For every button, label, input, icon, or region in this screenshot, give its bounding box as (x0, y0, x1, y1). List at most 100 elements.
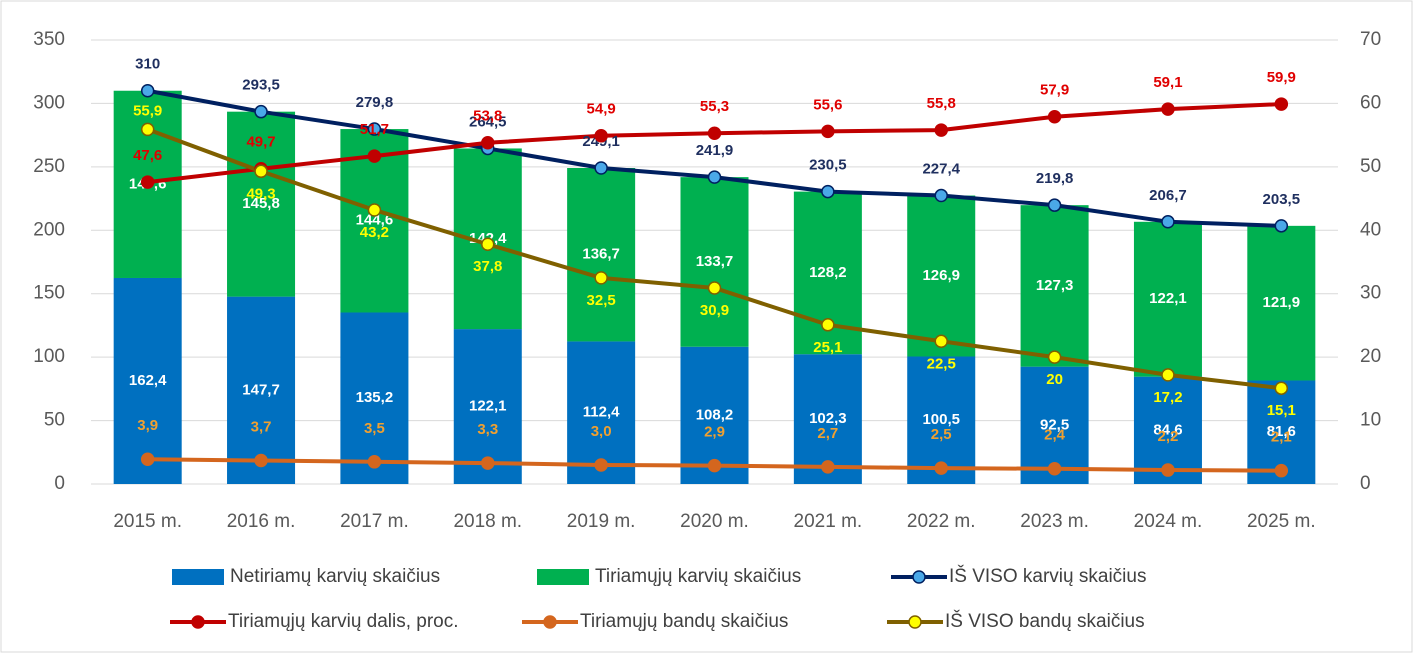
data-label: 227,4 (922, 160, 960, 177)
marker (934, 461, 948, 475)
data-label: 3,3 (477, 421, 498, 438)
y2-tick-label: 40 (1360, 219, 1381, 240)
bar-segment (1020, 205, 1089, 367)
y-tick-label: 150 (33, 283, 65, 304)
data-label: 20 (1046, 371, 1063, 388)
y2-tick-label: 0 (1360, 473, 1371, 494)
legend-swatch (172, 569, 224, 585)
marker (1161, 215, 1175, 229)
x-tick-label: 2020 m. (680, 511, 749, 532)
data-label: 22,5 (927, 355, 956, 372)
x-tick-label: 2019 m. (567, 511, 636, 532)
data-label: 136,7 (582, 246, 620, 263)
marker (1047, 198, 1062, 212)
x-tick-label: 2025 m. (1247, 511, 1316, 532)
marker (481, 456, 495, 470)
data-label: 126,9 (922, 267, 960, 284)
data-label: 43,2 (360, 224, 389, 241)
marker (707, 281, 722, 295)
x-tick-label: 2021 m. (794, 511, 863, 532)
y-tick-label: 200 (33, 219, 65, 240)
data-label: 57,9 (1040, 82, 1069, 99)
y-tick-label: 0 (54, 473, 65, 494)
bar-segment (567, 167, 636, 342)
data-label: 3,5 (364, 420, 385, 437)
bar-segment (227, 296, 296, 484)
data-label: 2,7 (817, 425, 838, 442)
marker (1274, 463, 1289, 478)
marker (1161, 368, 1175, 382)
data-label: 310 (135, 56, 160, 73)
y2-tick-label: 70 (1360, 29, 1381, 50)
data-label: 127,3 (1036, 277, 1074, 294)
marker (707, 458, 722, 473)
data-label: 59,9 (1267, 69, 1296, 86)
marker (481, 136, 495, 150)
data-label: 3,7 (251, 419, 272, 436)
marker (821, 184, 835, 199)
marker (594, 458, 608, 472)
data-label: 2,5 (931, 426, 952, 443)
y2-tick-label: 60 (1360, 92, 1381, 113)
marker (367, 455, 382, 469)
marker (140, 452, 155, 467)
marker (1161, 463, 1175, 477)
legend-swatch (537, 569, 589, 585)
marker (821, 460, 835, 474)
data-label: 112,4 (583, 404, 620, 421)
marker (254, 104, 268, 119)
data-label: 53,8 (473, 108, 502, 125)
data-label: 264,5 (469, 113, 507, 130)
marker (254, 453, 268, 468)
x-tick-label: 2015 m. (113, 511, 182, 532)
data-label: 81,6 (1267, 423, 1296, 440)
data-label: 15,1 (1267, 402, 1296, 419)
x-tick-label: 2016 m. (227, 511, 296, 532)
bar-segment (907, 195, 976, 357)
marker (140, 175, 155, 189)
data-label: 55,3 (700, 98, 729, 115)
y-tick-label: 300 (33, 92, 65, 113)
legend-marker (912, 570, 926, 584)
data-label: 206,7 (1149, 187, 1187, 204)
data-label: 32,5 (587, 292, 616, 309)
data-label: 145,8 (242, 195, 280, 212)
bar-segment (227, 111, 296, 297)
marker (594, 129, 608, 143)
y-tick-label: 350 (33, 29, 65, 50)
marker (254, 164, 268, 179)
y-tick-label: 50 (44, 410, 65, 431)
data-label: 203,5 (1263, 191, 1301, 208)
data-label: 49,7 (246, 134, 275, 151)
y2-tick-label: 20 (1360, 346, 1381, 367)
data-label: 279,8 (356, 94, 394, 111)
data-label: 49,3 (246, 185, 275, 202)
data-label: 2,2 (1158, 428, 1179, 445)
data-label: 54,9 (587, 101, 616, 118)
marker (594, 271, 608, 285)
legend-marker (191, 615, 205, 629)
data-label: 55,6 (813, 96, 842, 113)
x-tick-label: 2024 m. (1134, 511, 1203, 532)
data-label: 102,3 (809, 410, 847, 427)
data-label: 2,1 (1271, 429, 1292, 446)
bar-segment (1247, 225, 1316, 381)
data-label: 241,9 (696, 142, 734, 159)
data-label: 135,2 (356, 389, 394, 406)
bar-segment (1133, 221, 1202, 377)
data-label: 84,6 (1153, 421, 1182, 438)
marker (934, 188, 948, 203)
legend-label: Tiriamųjų karvių dalis, proc. (228, 611, 459, 632)
marker (1047, 109, 1062, 124)
data-label: 17,2 (1153, 389, 1182, 406)
data-label: 122,1 (1149, 290, 1187, 307)
data-label: 92,5 (1040, 416, 1069, 433)
y2-tick-label: 10 (1360, 410, 1381, 431)
marker (140, 83, 155, 98)
bar-segment (113, 277, 182, 484)
data-label: 293,5 (242, 77, 280, 94)
marker (140, 122, 155, 137)
x-tick-label: 2017 m. (340, 511, 409, 532)
marker (707, 126, 722, 140)
